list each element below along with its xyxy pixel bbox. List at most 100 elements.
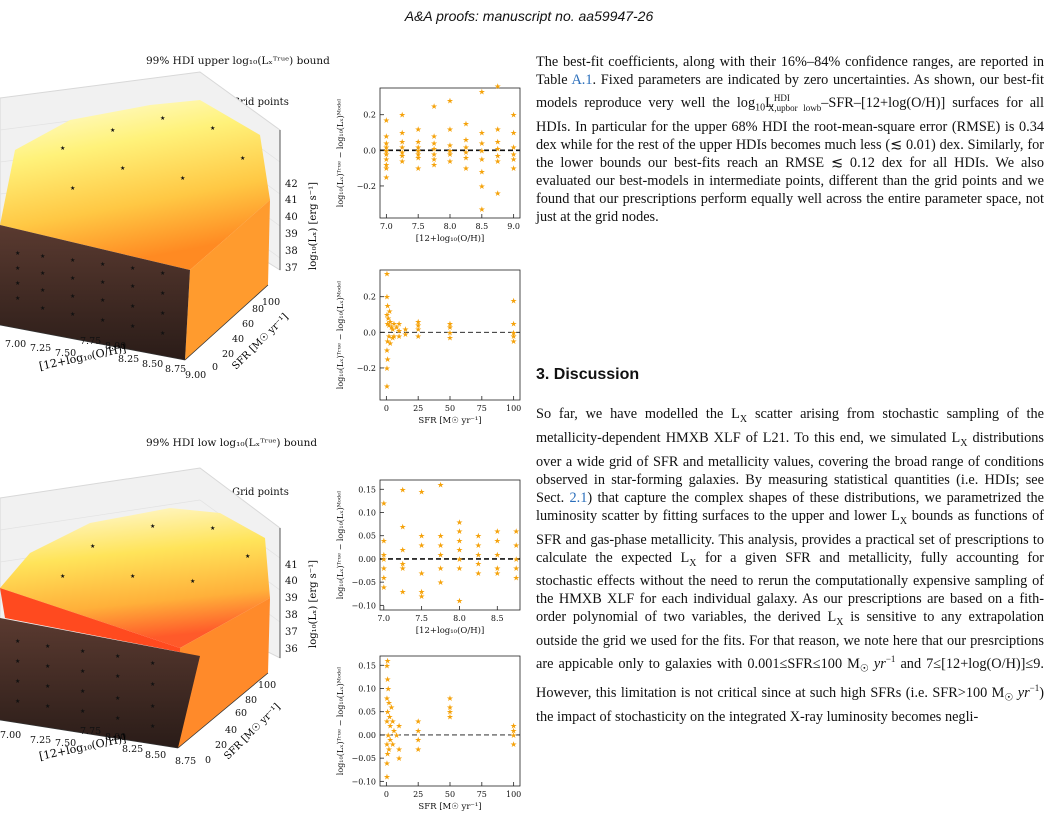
- y-tick-label: 0.2: [363, 111, 376, 120]
- bottom-y-tick: 40: [225, 725, 237, 736]
- data-point: ★: [513, 574, 520, 583]
- data-point: ★: [494, 145, 501, 154]
- data-point: ★: [396, 319, 403, 328]
- data-point: ★: [513, 555, 520, 564]
- data-point: ★: [415, 146, 422, 155]
- svg-text:★: ★: [70, 293, 75, 300]
- data-point: ★: [475, 560, 482, 569]
- data-point: ★: [393, 731, 400, 740]
- data-point: ★: [389, 325, 396, 334]
- top-y-tick: 80: [252, 304, 264, 315]
- data-point: ★: [389, 740, 396, 749]
- data-point: ★: [384, 657, 391, 666]
- svg-text:★: ★: [115, 695, 120, 702]
- svg-text:★: ★: [45, 683, 50, 690]
- top-z-tick: 37: [285, 263, 298, 274]
- data-point: ★: [513, 527, 520, 536]
- bottom-y-tick: 100: [258, 680, 276, 691]
- data-point: ★: [383, 155, 390, 164]
- svg-text:★: ★: [150, 523, 155, 530]
- data-point: ★: [415, 125, 422, 134]
- svg-text:★: ★: [130, 283, 135, 290]
- data-point: ★: [384, 337, 391, 346]
- top-x-tick: 8.75: [165, 364, 186, 375]
- data-point: ★: [494, 550, 501, 559]
- plot-frame: [379, 269, 521, 401]
- data-point: ★: [510, 731, 517, 740]
- data-point: ★: [478, 182, 485, 191]
- data-point: ★: [446, 334, 453, 343]
- bottom-y-tick: 20: [215, 740, 227, 751]
- data-point: ★: [385, 745, 392, 754]
- data-point: ★: [456, 518, 463, 527]
- bottom-z-tick: 40: [285, 576, 298, 587]
- x-tick-label: 9.0: [507, 222, 520, 231]
- data-point: ★: [399, 560, 406, 569]
- data-point: ★: [456, 564, 463, 573]
- top-y-tick: 40: [232, 334, 244, 345]
- data-point: ★: [415, 143, 422, 152]
- data-point: ★: [437, 541, 444, 550]
- svg-text:★: ★: [70, 311, 75, 318]
- data-point: ★: [415, 325, 422, 334]
- x-axis-label: SFR [M☉ yr⁻¹]: [418, 416, 481, 426]
- y-tick-label: −0.10: [351, 777, 376, 786]
- data-point: ★: [415, 736, 422, 745]
- data-point: ★: [387, 339, 394, 348]
- y-tick-label: 0.05: [358, 708, 376, 717]
- plot-frame: [379, 87, 521, 219]
- x-axis-label: [12+log₁₀(O/H)]: [416, 625, 485, 636]
- data-point: ★: [383, 717, 390, 726]
- residual-panel-top-metallicity: 0.20.0−0.27.0 7.5 8.0 8.5 9.0★★★★★★★★★★★★★★★…: [336, 82, 521, 244]
- bottom-y-tick: 60: [235, 708, 247, 719]
- data-point: ★: [510, 111, 517, 120]
- data-point: ★: [385, 685, 392, 694]
- data-point: ★: [446, 150, 453, 159]
- data-point: ★: [384, 675, 391, 684]
- svg-text:★: ★: [150, 681, 155, 688]
- svg-text:★: ★: [210, 525, 215, 532]
- data-point: ★: [494, 82, 501, 91]
- data-point: ★: [399, 485, 406, 494]
- data-point: ★: [384, 319, 391, 328]
- data-point: ★: [510, 328, 517, 337]
- data-point: ★: [399, 129, 406, 138]
- data-point: ★: [494, 527, 501, 536]
- data-point: ★: [383, 311, 390, 320]
- x-axis-label: [12+log₁₀(O/H)]: [416, 233, 485, 244]
- y-tick-label: 0.0: [363, 328, 376, 337]
- data-point: ★: [399, 157, 406, 166]
- svg-text:★: ★: [160, 115, 165, 122]
- data-point: ★: [510, 319, 517, 328]
- bottom-x-tick: 8.25: [122, 744, 143, 755]
- section-heading: 3. Discussion: [536, 366, 640, 383]
- svg-text:★: ★: [15, 295, 20, 302]
- data-point: ★: [399, 546, 406, 555]
- data-point: ★: [388, 323, 395, 332]
- data-point: ★: [383, 661, 390, 670]
- top-z-tick: 38: [285, 246, 298, 257]
- data-point: ★: [462, 136, 469, 145]
- x-tick-label: 8.0: [453, 614, 466, 623]
- svg-text:★: ★: [15, 280, 20, 287]
- data-point: ★: [510, 150, 517, 159]
- data-point: ★: [396, 745, 403, 754]
- top-y-tick: 60: [242, 319, 254, 330]
- svg-text:★: ★: [15, 678, 20, 685]
- data-point: ★: [380, 499, 387, 508]
- data-point: ★: [437, 550, 444, 559]
- svg-text:★: ★: [190, 578, 195, 585]
- plot-frame: [379, 655, 521, 787]
- data-point: ★: [475, 569, 482, 578]
- top-z-tick: 40: [285, 212, 298, 223]
- data-point: ★: [510, 740, 517, 749]
- data-point: ★: [478, 139, 485, 148]
- data-point: ★: [384, 708, 391, 717]
- y-tick-label: 0.15: [358, 485, 376, 494]
- svg-text:★: ★: [60, 573, 65, 580]
- data-point: ★: [399, 522, 406, 531]
- data-point: ★: [431, 132, 438, 141]
- bottom-y-tick: 0: [205, 755, 211, 766]
- data-point: ★: [478, 168, 485, 177]
- top-y-tick: 0: [212, 362, 218, 373]
